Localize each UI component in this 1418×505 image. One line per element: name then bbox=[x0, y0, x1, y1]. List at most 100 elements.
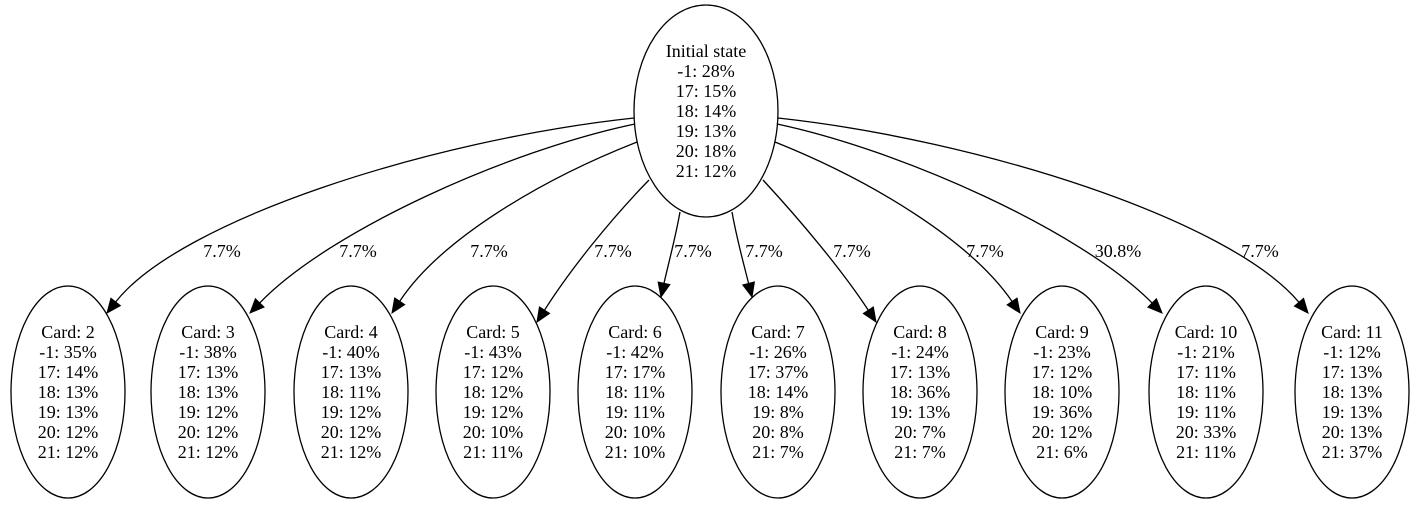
edge-probability-label: 7.7% bbox=[594, 241, 632, 261]
card-node-line: -1: 38% bbox=[179, 342, 237, 362]
card-node: Card: 4-1: 40%17: 13%18: 11%19: 12%20: 1… bbox=[293, 285, 409, 499]
card-node-title: Card: 8 bbox=[893, 322, 947, 342]
card-node-title: Card: 6 bbox=[608, 322, 662, 342]
arrowhead-icon bbox=[741, 281, 756, 299]
card-node: Card: 9-1: 23%17: 12%18: 10%19: 36%20: 1… bbox=[1004, 285, 1120, 499]
card-node-line: 18: 10% bbox=[1032, 382, 1093, 402]
card-node-ellipse bbox=[150, 285, 266, 499]
card-node: Card: 6-1: 42%17: 17%18: 11%19: 11%20: 1… bbox=[577, 285, 693, 499]
edge-probability-label: 7.7% bbox=[1241, 241, 1279, 261]
edge-2: 7.7% bbox=[391, 141, 638, 315]
arrowhead-icon bbox=[536, 306, 551, 324]
card-node-line: 19: 12% bbox=[178, 402, 239, 422]
card-node-line: 21: 6% bbox=[1036, 442, 1088, 462]
card-node: Card: 3-1: 38%17: 13%18: 13%19: 12%20: 1… bbox=[150, 285, 266, 499]
card-node-line: 21: 7% bbox=[894, 442, 946, 462]
edge-3: 7.7% bbox=[536, 179, 650, 324]
card-node-line: 20: 12% bbox=[321, 422, 382, 442]
card-node-line: 20: 7% bbox=[894, 422, 946, 442]
card-node-line: 18: 13% bbox=[1322, 382, 1383, 402]
root-node: Initial state-1: 28%17: 15%18: 14%19: 13… bbox=[633, 4, 779, 218]
card-node-line: 17: 12% bbox=[1032, 362, 1093, 382]
card-node-line: 20: 12% bbox=[1032, 422, 1093, 442]
edge-curve bbox=[543, 179, 650, 311]
root-node-line: -1: 28% bbox=[677, 61, 735, 81]
card-node-line: 20: 8% bbox=[752, 422, 804, 442]
card-node-line: 18: 13% bbox=[38, 382, 99, 402]
arrowhead-icon bbox=[249, 297, 265, 314]
card-node: Card: 8-1: 24%17: 13%18: 36%19: 13%20: 7… bbox=[862, 285, 978, 499]
card-node-title: Card: 5 bbox=[466, 322, 520, 342]
card-node-line: 18: 11% bbox=[1176, 382, 1236, 402]
edge-curve bbox=[663, 211, 681, 284]
card-node: Card: 5-1: 43%17: 12%18: 12%19: 12%20: 1… bbox=[435, 285, 551, 499]
card-node-line: 19: 8% bbox=[752, 402, 804, 422]
card-node-line: 21: 12% bbox=[38, 442, 99, 462]
edge-curve bbox=[774, 141, 1013, 302]
root-node-title: Initial state bbox=[666, 41, 746, 61]
card-node-ellipse bbox=[577, 285, 693, 499]
edge-probability-label: 7.7% bbox=[339, 241, 377, 261]
root-node-ellipse bbox=[633, 4, 779, 218]
card-node-line: 19: 12% bbox=[463, 402, 524, 422]
card-node-line: -1: 26% bbox=[749, 342, 807, 362]
edge-curve bbox=[115, 117, 635, 303]
card-node-line: 18: 14% bbox=[748, 382, 809, 402]
card-node-line: 21: 11% bbox=[463, 442, 523, 462]
card-node-title: Card: 2 bbox=[41, 322, 95, 342]
edge-4: 7.7% bbox=[657, 211, 712, 299]
arrowhead-icon bbox=[862, 306, 877, 324]
root-node-line: 19: 13% bbox=[676, 121, 737, 141]
card-node-line: -1: 40% bbox=[322, 342, 380, 362]
card-node-ellipse bbox=[10, 285, 126, 499]
card-node-ellipse bbox=[862, 285, 978, 499]
card-node-line: 18: 11% bbox=[605, 382, 665, 402]
card-node-line: 18: 12% bbox=[463, 382, 524, 402]
card-node-line: 17: 13% bbox=[890, 362, 951, 382]
card-node-ellipse bbox=[1148, 285, 1264, 499]
edge-probability-label: 30.8% bbox=[1095, 241, 1142, 261]
edge-curve bbox=[777, 117, 1300, 303]
card-node-line: 17: 13% bbox=[1322, 362, 1383, 382]
edge-curve bbox=[259, 123, 636, 304]
card-node-line: 19: 13% bbox=[38, 402, 99, 422]
card-node-line: 19: 11% bbox=[1176, 402, 1236, 422]
card-node-ellipse bbox=[435, 285, 551, 499]
edge-6: 7.7% bbox=[762, 179, 877, 324]
card-node-ellipse bbox=[1294, 285, 1410, 499]
edge-0: 7.7% bbox=[106, 117, 635, 314]
card-node-line: 17: 13% bbox=[178, 362, 239, 382]
arrowhead-icon bbox=[106, 297, 122, 314]
card-node-line: -1: 42% bbox=[606, 342, 664, 362]
card-node-title: Card: 9 bbox=[1035, 322, 1089, 342]
card-node-line: 17: 37% bbox=[748, 362, 809, 382]
root-node-line: 21: 12% bbox=[676, 161, 737, 181]
edge-curve bbox=[776, 123, 1153, 304]
edge-curve bbox=[399, 141, 638, 302]
card-node-title: Card: 3 bbox=[181, 322, 235, 342]
card-node-line: 20: 33% bbox=[1176, 422, 1237, 442]
card-node-line: 18: 13% bbox=[178, 382, 239, 402]
card-node: Card: 11-1: 12%17: 13%18: 13%19: 13%20: … bbox=[1294, 285, 1410, 499]
card-node-title: Card: 4 bbox=[324, 322, 378, 342]
edge-probability-label: 7.7% bbox=[966, 241, 1004, 261]
card-node-line: 20: 12% bbox=[38, 422, 99, 442]
card-node-line: 17: 13% bbox=[321, 362, 382, 382]
edge-curve bbox=[731, 211, 750, 284]
card-node-line: -1: 43% bbox=[464, 342, 522, 362]
card-node-line: 17: 17% bbox=[605, 362, 666, 382]
card-node-line: 21: 37% bbox=[1322, 442, 1383, 462]
card-node-line: -1: 35% bbox=[39, 342, 97, 362]
edge-8: 30.8% bbox=[776, 123, 1163, 314]
nodes-layer: Initial state-1: 28%17: 15%18: 14%19: 13… bbox=[10, 4, 1410, 499]
card-node-title: Card: 7 bbox=[751, 322, 805, 342]
card-node-ellipse bbox=[720, 285, 836, 499]
arrowhead-icon bbox=[391, 297, 406, 315]
card-node-line: 21: 10% bbox=[605, 442, 666, 462]
card-node-line: 19: 13% bbox=[1322, 402, 1383, 422]
card-node-ellipse bbox=[1004, 285, 1120, 499]
edge-probability-label: 7.7% bbox=[203, 241, 241, 261]
card-node: Card: 7-1: 26%17: 37%18: 14%19: 8%20: 8%… bbox=[720, 285, 836, 499]
card-node-line: 19: 11% bbox=[605, 402, 665, 422]
edge-9: 7.7% bbox=[777, 117, 1309, 314]
